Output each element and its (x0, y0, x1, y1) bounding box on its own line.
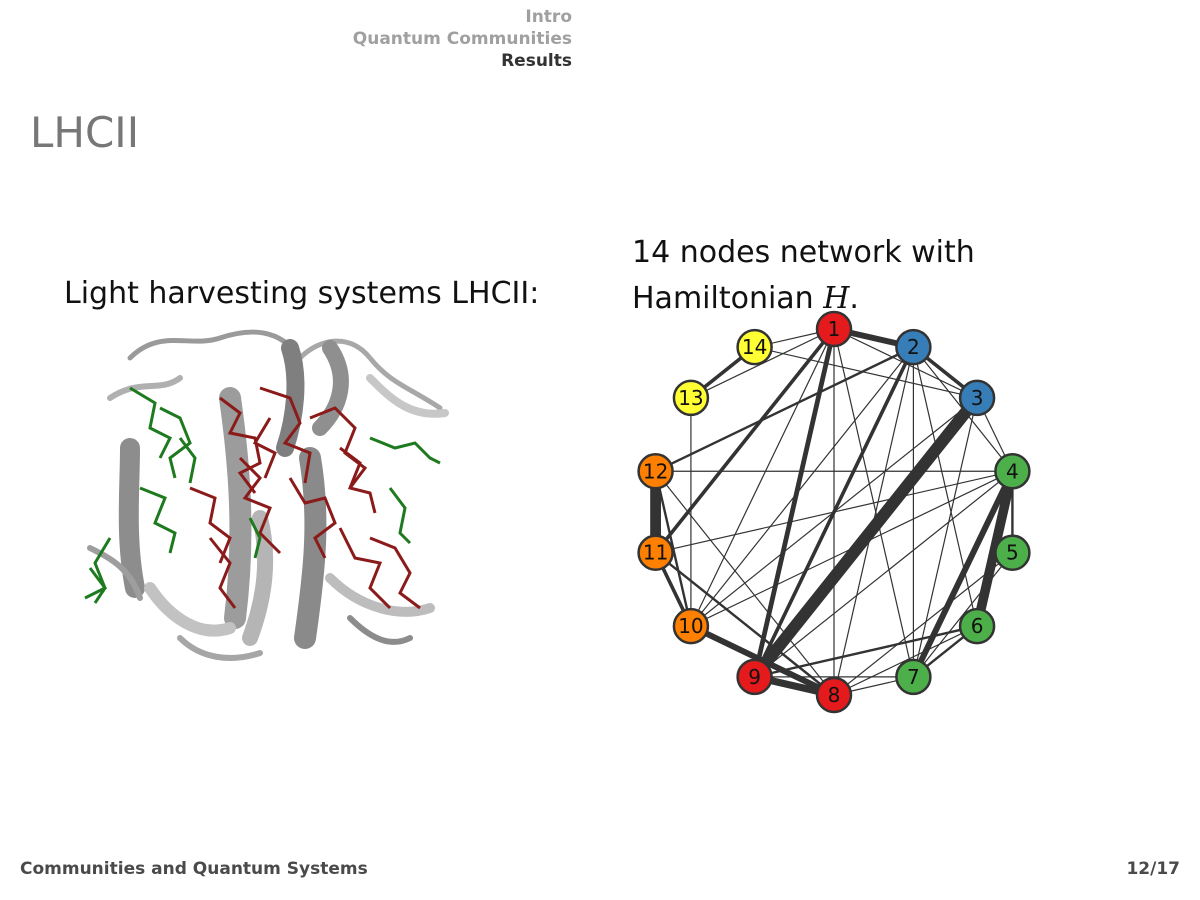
edge-4-7 (910, 469, 1016, 679)
left-caption: Light harvesting systems LHCII: (64, 276, 540, 311)
edge-2-12 (655, 346, 914, 473)
node-circle-10 (672, 607, 710, 645)
edge-2-8 (833, 346, 914, 696)
edge-6-9 (754, 624, 978, 679)
nav-item-results[interactable]: Results (501, 51, 572, 71)
edge-3-9 (749, 394, 982, 681)
edge-1-9 (752, 328, 837, 678)
node-2: 2 (895, 328, 932, 366)
edge-4-9 (754, 470, 1013, 678)
section-navigation: Intro Quantum Communities Results (353, 6, 572, 72)
node-8: 8 (815, 676, 853, 714)
node-circle-14 (736, 328, 773, 366)
node-label-8: 8 (828, 683, 841, 707)
node-label-9: 9 (748, 665, 761, 689)
edge-1-10 (690, 328, 835, 627)
node-14: 14 (736, 328, 773, 366)
edge-1-11 (654, 327, 836, 554)
node-circle-9 (736, 658, 773, 696)
node-circle-11 (637, 534, 674, 571)
node-label-2: 2 (907, 335, 920, 359)
edge-12-8 (655, 470, 835, 696)
node-circle-13 (672, 379, 710, 417)
nav-item-quantum-communities[interactable]: Quantum Communities (352, 29, 572, 49)
nav-item-intro[interactable]: Intro (525, 7, 572, 27)
node-label-6: 6 (971, 614, 984, 638)
node-circle-12 (637, 453, 674, 490)
node-label-3: 3 (971, 386, 984, 410)
node-label-12: 12 (643, 459, 668, 483)
node-label-1: 1 (828, 317, 841, 341)
edge-2-10 (690, 346, 914, 627)
node-circle-2 (895, 328, 932, 366)
node-circle-5 (994, 534, 1031, 571)
node-1: 1 (815, 310, 853, 348)
node-circle-6 (958, 607, 996, 645)
node-circle-1 (815, 310, 853, 348)
right-caption-suffix: . (849, 281, 859, 316)
footer-title: Communities and Quantum Systems (20, 859, 368, 879)
protein-backbone-helices (87, 329, 449, 661)
edge-14-3 (754, 346, 978, 399)
network-edges (650, 326, 1018, 699)
node-circle-3 (958, 379, 996, 417)
node-3: 3 (958, 379, 996, 417)
node-circle-4 (994, 453, 1031, 490)
right-caption-line1: 14 nodes network with (632, 235, 975, 270)
node-7: 7 (895, 658, 932, 696)
node-label-4: 4 (1006, 459, 1019, 483)
node-12: 12 (637, 453, 674, 490)
node-circle-8 (815, 676, 853, 714)
node-11: 11 (637, 534, 674, 571)
node-label-14: 14 (742, 335, 767, 359)
node-10: 10 (672, 607, 710, 645)
node-label-10: 10 (678, 614, 703, 638)
node-label-13: 13 (678, 386, 703, 410)
edge-4-11 (655, 470, 1013, 554)
node-4: 4 (994, 453, 1031, 490)
page-number: 12/17 (1126, 859, 1180, 879)
node-6: 6 (958, 607, 996, 645)
edge-4-10 (690, 470, 1013, 627)
frame-title: LHCII (30, 108, 140, 157)
chlorophyll-red-cluster (189, 386, 421, 610)
edge-3-7 (912, 397, 978, 678)
node-label-5: 5 (1006, 541, 1019, 565)
node-9: 9 (736, 658, 773, 696)
chlorophyll-green-cluster (84, 386, 441, 604)
edge-5-8 (833, 552, 1013, 696)
lhcii-protein-structure-image (84, 329, 449, 661)
node-circle-7 (895, 658, 932, 696)
node-label-11: 11 (643, 541, 668, 565)
right-caption: 14 nodes network with Hamiltonian H. (632, 230, 975, 322)
right-caption-line2: Hamiltonian H. (632, 276, 975, 322)
node-label-7: 7 (907, 665, 920, 689)
node-5: 5 (994, 534, 1031, 571)
right-caption-prefix: Hamiltonian (632, 281, 824, 316)
edge-11-8 (654, 551, 835, 696)
hamiltonian-symbol: H (823, 281, 850, 316)
node-13: 13 (672, 379, 710, 417)
